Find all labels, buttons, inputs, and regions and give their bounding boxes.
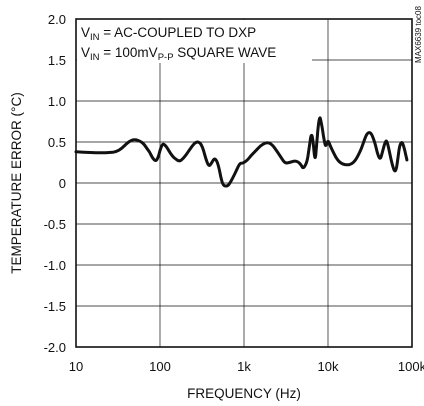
annotation-line-1: VIN = AC-COUPLED TO DXP (81, 25, 256, 43)
series-line (74, 116, 409, 188)
y-tick-label: -0.5 (44, 217, 66, 232)
annotation-box: VIN = AC-COUPLED TO DXP VIN = 100mVP-P S… (77, 20, 312, 63)
y-tick-label: 1.5 (48, 53, 66, 68)
figure-id-label: MAX6639 toc08 (414, 6, 423, 63)
x-axis-label: FREQUENCY (Hz) (187, 386, 301, 401)
y-tick-label: 0 (59, 176, 66, 191)
y-tick-label: -2.0 (44, 340, 66, 355)
y-tick-label: -1.5 (44, 299, 66, 314)
x-tick-labels: 10 100 1k 10k 100k (69, 359, 424, 374)
y-tick-label: 0.5 (48, 135, 66, 150)
y-axis-label: TEMPERATURE ERROR (°C) (9, 92, 24, 273)
x-tick-label: 100k (398, 359, 424, 374)
plot-frame (75, 18, 413, 348)
x-tick-label: 10 (69, 359, 83, 374)
y-tick-label: 2.0 (48, 12, 66, 27)
annotation-background (77, 20, 312, 63)
y-tick-label: 1.0 (48, 94, 66, 109)
y-tick-label: -1.0 (44, 258, 66, 273)
x-tick-label: 10k (318, 359, 339, 374)
series-line-layer (74, 116, 409, 188)
grid-lines (75, 18, 413, 348)
x-tick-label: 100 (149, 359, 171, 374)
x-tick-label: 1k (237, 359, 251, 374)
y-tick-labels: 2.0 1.5 1.0 0.5 0 -0.5 -1.0 -1.5 -2.0 (44, 12, 66, 355)
annotation-line-2: VIN = 100mVP-P SQUARE WAVE (81, 45, 276, 63)
